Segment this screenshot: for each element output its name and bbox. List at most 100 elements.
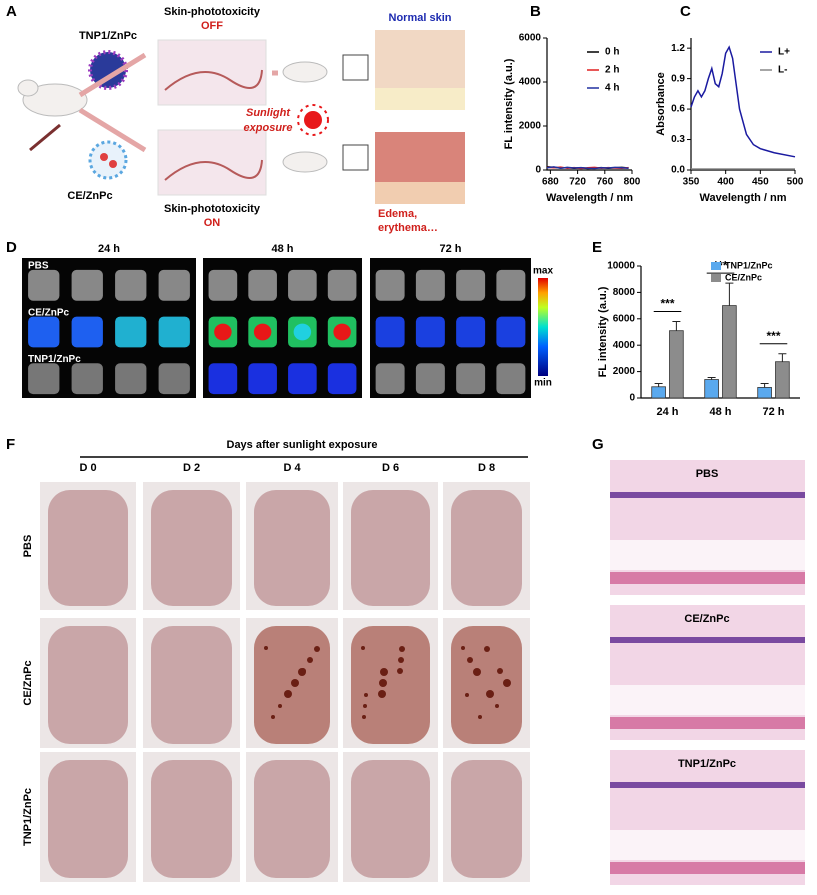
epidermis	[610, 782, 805, 788]
day-label: D 6	[382, 462, 399, 474]
x-axis-label: Wavelength / nm	[700, 192, 787, 204]
mouse-head	[17, 79, 39, 97]
bar	[722, 305, 737, 399]
organ	[496, 269, 526, 301]
lesion	[467, 657, 473, 663]
y-tick-label: 6000	[519, 33, 542, 44]
epidermis	[610, 492, 805, 498]
lesion	[361, 646, 365, 650]
organ	[496, 363, 526, 395]
lesion	[398, 657, 404, 663]
y-tick-label: 10000	[607, 261, 635, 272]
mouse	[22, 83, 88, 117]
x-tick-label: 720	[569, 177, 586, 188]
formulation-label: CE/ZnPc	[67, 190, 112, 202]
hotspot	[293, 323, 312, 341]
zoom-box	[342, 54, 369, 81]
organ	[456, 269, 486, 301]
fat-layer	[610, 685, 805, 715]
organ	[248, 363, 277, 395]
zoom-box	[342, 144, 369, 171]
x-tick-label: 760	[596, 177, 613, 188]
hotspot	[214, 323, 232, 341]
axes	[546, 38, 632, 171]
panel-a: TNP1/ZnPc CE/ZnPc Skin-phototoxicity OFF…	[17, 6, 465, 234]
lesion	[364, 693, 368, 697]
syringe	[29, 123, 61, 152]
ivis-time: 48 h	[271, 243, 293, 255]
sun-rays	[297, 104, 329, 136]
organ	[375, 269, 405, 301]
lesion	[503, 679, 511, 687]
organ	[115, 269, 147, 301]
lesion	[495, 704, 499, 708]
x-tick-label: 48 h	[709, 406, 731, 418]
lesion	[486, 690, 494, 698]
panel-letter: G	[592, 436, 604, 453]
legend-label: 2 h	[605, 65, 619, 76]
lesion	[497, 668, 503, 674]
formulation-label: TNP1/ZnPc	[79, 30, 137, 42]
bar	[704, 379, 719, 399]
lesion	[264, 646, 268, 650]
y-tick-label: 0.3	[671, 134, 685, 145]
lesion	[465, 693, 469, 697]
micelle	[88, 140, 128, 180]
lesion	[478, 715, 482, 719]
y-tick-label: 4000	[519, 77, 542, 88]
sun	[304, 111, 322, 129]
row-label: CE/ZnPc	[22, 660, 34, 705]
bar	[775, 361, 790, 399]
y-tick-label: 0.0	[671, 165, 685, 176]
mouse-skin	[48, 760, 128, 878]
lesion	[461, 646, 465, 650]
y-tick-label: 4000	[613, 340, 636, 351]
organ	[327, 269, 357, 301]
organ	[375, 316, 405, 348]
organ	[456, 363, 486, 395]
significance-label: ***	[660, 297, 674, 311]
nanoparticle	[88, 50, 128, 90]
lesion	[399, 646, 405, 652]
y-tick-label: 6000	[613, 313, 636, 324]
mouse-skin	[48, 490, 128, 606]
error-bar	[760, 382, 769, 388]
y-tick-label: 2000	[613, 366, 636, 377]
legend-label: 4 h	[605, 83, 619, 94]
x-tick-label: 450	[752, 177, 769, 188]
row-label: CE/ZnPc	[28, 307, 70, 318]
organ	[158, 363, 190, 395]
mouse-skin	[151, 626, 232, 744]
drug	[100, 153, 108, 161]
drug	[109, 160, 117, 168]
x-tick-label: 500	[787, 177, 804, 188]
bar	[757, 387, 772, 399]
organ	[71, 269, 103, 301]
organ	[208, 269, 238, 301]
skin-label: Normal skin	[389, 12, 452, 24]
mouse-skin	[351, 626, 430, 744]
state-title: Skin-phototoxicity	[164, 203, 261, 215]
muscle-layer	[610, 862, 805, 874]
x-tick-label: 350	[683, 177, 700, 188]
mouse-skin	[351, 760, 430, 878]
axes	[690, 38, 795, 171]
organ	[375, 363, 405, 395]
legend-label: TNP1/ZnPc	[725, 260, 773, 270]
mouse-skin	[48, 626, 128, 744]
histology-label: PBS	[696, 468, 719, 480]
y-axis-label: FL intensity (a.u.)	[503, 58, 515, 149]
fat-layer	[610, 540, 805, 570]
state-label: OFF	[201, 20, 223, 32]
lesion	[379, 679, 387, 687]
mouse-skin	[451, 490, 522, 606]
organ	[115, 316, 147, 348]
row-label: TNP1/ZnPc	[28, 354, 81, 365]
day-label: D 2	[183, 462, 200, 474]
x-tick-label: 72 h	[762, 406, 784, 418]
lesion	[314, 646, 320, 652]
legend-label: L+	[778, 47, 790, 58]
panel-letter: D	[6, 239, 17, 256]
day-label: D 8	[478, 462, 495, 474]
organ	[208, 363, 238, 395]
